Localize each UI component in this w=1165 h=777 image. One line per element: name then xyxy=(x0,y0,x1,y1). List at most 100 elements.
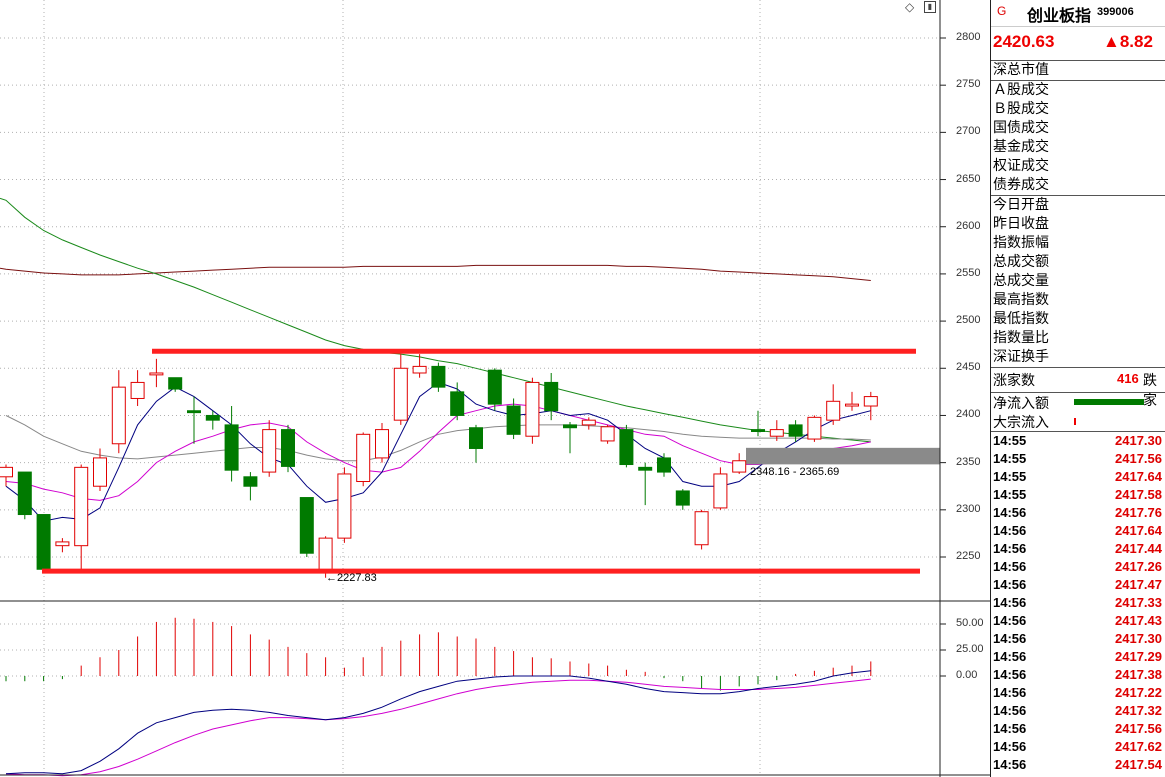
quote-header: G 创业板指 399006 xyxy=(991,0,1165,27)
index-name[interactable]: 创业板指 xyxy=(1027,6,1092,25)
candle-down xyxy=(224,424,239,471)
candle-up xyxy=(863,396,878,407)
price-tick-label: 2500 xyxy=(956,314,981,327)
tick-time: 14:56 xyxy=(993,505,1027,520)
indicator-tick-label: 50.00 xyxy=(956,617,984,629)
tick-row: 14:55 2417.64 xyxy=(991,468,1165,486)
tick-row: 14:56 2417.29 xyxy=(991,648,1165,666)
net-inflow-label: 净流入额 xyxy=(993,396,1049,412)
diff-line xyxy=(5,670,871,775)
candle-down xyxy=(657,457,671,473)
tick-price: 2417.58 xyxy=(1115,487,1162,502)
candle-down xyxy=(243,476,258,487)
tick-row: 14:56 2417.43 xyxy=(991,612,1165,630)
tick-row: 14:56 2417.30 xyxy=(991,630,1165,648)
stat-label: 权证成交 xyxy=(993,158,1049,174)
candle-down xyxy=(431,365,446,388)
candle-down xyxy=(638,466,653,471)
tick-row: 14:55 2417.58 xyxy=(991,486,1165,504)
low-price-marker: ←2227.83 xyxy=(326,572,377,584)
tick-time: 14:55 xyxy=(993,469,1027,484)
stats-group-1: 深总市值 xyxy=(991,61,1165,81)
ma10-line xyxy=(5,403,871,501)
price-row: 2420.63 ▲8.82 xyxy=(991,27,1165,61)
tick-time: 14:56 xyxy=(993,559,1027,574)
candle-up xyxy=(74,466,89,547)
index-code: 399006 xyxy=(1097,6,1134,18)
stat-label: 基金成交 xyxy=(993,139,1049,155)
stat-label: 深证换手 xyxy=(993,349,1049,365)
tick-row: 14:56 2417.22 xyxy=(991,684,1165,702)
kline-chart[interactable] xyxy=(0,0,990,777)
tick-price: 2417.62 xyxy=(1115,739,1162,754)
candle-up xyxy=(318,537,333,571)
candle-up xyxy=(0,466,13,478)
tick-time: 14:55 xyxy=(993,433,1027,448)
tick-price: 2417.30 xyxy=(1115,433,1162,448)
price-tick-label: 2600 xyxy=(956,219,981,232)
candle-up xyxy=(337,473,352,539)
ma5-line xyxy=(5,381,871,522)
candle-down xyxy=(168,377,183,390)
tick-time: 14:56 xyxy=(993,703,1027,718)
price-change: ▲8.82 xyxy=(1103,32,1153,51)
candle-up xyxy=(356,433,371,483)
tick-row: 14:56 2417.62 xyxy=(991,738,1165,756)
diamond-icon[interactable]: ◇ xyxy=(905,0,915,14)
tick-price: 2417.38 xyxy=(1115,667,1162,682)
indicator-tick-label: 25.00 xyxy=(956,643,984,655)
tick-row: 14:55 2417.30 xyxy=(991,432,1165,450)
price-tick-label: 2350 xyxy=(956,455,981,468)
stat-label: 最高指数 xyxy=(993,292,1049,308)
price-tick-label: 2300 xyxy=(956,502,981,515)
tick-time: 14:56 xyxy=(993,757,1027,772)
tick-list[interactable]: 14:55 2417.30 14:55 2417.56 14:55 2417.64 14:5… xyxy=(991,432,1165,774)
current-price: 2420.63 xyxy=(993,32,1055,51)
candle-up xyxy=(393,367,408,421)
tick-row: 14:56 2417.47 xyxy=(991,576,1165,594)
tick-row: 14:56 2417.26 xyxy=(991,558,1165,576)
candle-up xyxy=(111,386,126,445)
advance-count: 416 xyxy=(1117,371,1139,386)
candle-up xyxy=(412,365,427,374)
scroll-toggle-icon[interactable]: ▮ xyxy=(924,1,936,13)
price-tick-label: 2800 xyxy=(956,31,981,43)
candle-up xyxy=(93,457,107,487)
candle-up xyxy=(55,541,70,547)
stats-group-2: Ａ股成交 Ｂ股成交 国债成交 基金成交 权证成交 债券成交 xyxy=(991,81,1165,196)
tick-price: 2417.56 xyxy=(1115,451,1162,466)
stat-label: 最低指数 xyxy=(993,311,1049,327)
support-resistance-lines xyxy=(42,348,920,574)
tick-time: 14:56 xyxy=(993,613,1027,628)
indicator-tick-label: 0.00 xyxy=(956,669,978,681)
tick-price: 2417.56 xyxy=(1115,721,1162,736)
price-tick-label: 2450 xyxy=(956,361,981,374)
tick-time: 14:56 xyxy=(993,667,1027,682)
tick-row: 14:56 2417.38 xyxy=(991,666,1165,684)
tick-row: 14:56 2417.44 xyxy=(991,540,1165,558)
tick-price: 2417.22 xyxy=(1115,685,1162,700)
candle-up xyxy=(600,426,615,442)
stat-label: 深总市值 xyxy=(993,62,1049,78)
stat-label: 昨日收盘 xyxy=(993,216,1049,232)
candle-up xyxy=(149,372,164,376)
dea-line xyxy=(5,678,871,777)
stat-label: Ｂ股成交 xyxy=(993,101,1049,117)
stat-label: 总成交量 xyxy=(993,273,1049,289)
tick-price: 2417.43 xyxy=(1115,613,1162,628)
tick-time: 14:56 xyxy=(993,721,1027,736)
tick-row: 14:56 2417.76 xyxy=(991,504,1165,522)
tick-time: 14:56 xyxy=(993,541,1027,556)
candle-down xyxy=(469,427,483,449)
stat-label: 债券成交 xyxy=(993,177,1049,193)
net-inflow-row: 净流入额 xyxy=(991,393,1165,412)
candle-down xyxy=(450,391,465,416)
tick-row: 14:55 2417.56 xyxy=(991,450,1165,468)
tick-price: 2417.47 xyxy=(1115,577,1162,592)
candle-down xyxy=(619,429,634,466)
candle-down xyxy=(506,405,521,435)
candle-up xyxy=(845,403,859,407)
tick-row: 14:56 2417.32 xyxy=(991,702,1165,720)
tick-price: 2417.30 xyxy=(1115,631,1162,646)
tick-time: 14:56 xyxy=(993,739,1027,754)
